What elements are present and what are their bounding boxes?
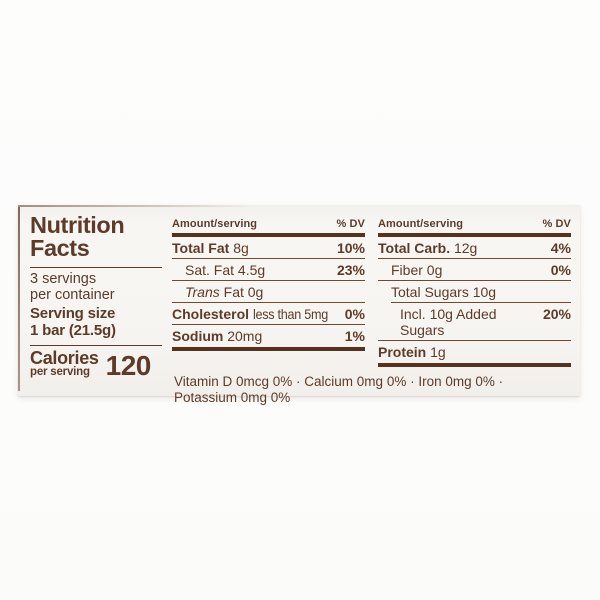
calories-value: 120: [105, 350, 152, 381]
divider: [30, 267, 162, 268]
nutrient-row-trans-fat: Trans Fat 0g: [172, 281, 365, 303]
nutrient-name: Total Fat: [172, 240, 230, 256]
nutrient-name: Sat. Fat: [185, 262, 235, 278]
servings-count: 3 servings: [30, 271, 97, 287]
amount-serving-header: Amount/serving: [378, 218, 464, 230]
label-summary-panel: Nutrition Facts 3 servings per container…: [30, 212, 162, 388]
nutrient-name: Total Carb.: [378, 240, 451, 256]
nutrient-row-total-carb: Total Carb. 12g 4%: [378, 237, 571, 259]
nutrient-amount: 8g: [233, 240, 249, 256]
nutrient-dv: 0%: [550, 262, 571, 278]
nutrient-name: Fiber: [391, 262, 423, 278]
column-header: Amount/serving % DV: [172, 217, 365, 237]
calories-block: Calories per serving 120: [30, 348, 162, 381]
amount-serving-header: Amount/serving: [172, 218, 258, 230]
nutrient-amount: less than 5mg: [252, 306, 328, 322]
nutrient-dv: 23%: [336, 262, 365, 278]
nutrition-facts-label: Nutrition Facts 3 servings per container…: [18, 205, 580, 405]
micronutrients-footer: Vitamin D 0mcg 0% · Calcium 0mg 0% · Iro…: [172, 374, 571, 405]
nutrient-dv: 10%: [336, 240, 365, 256]
nutrient-dv: 1%: [344, 328, 365, 344]
nutrient-column-carb-protein: Amount/serving % DV Total Carb. 12g 4% F…: [378, 217, 571, 367]
servings-per-container: 3 servings per container: [30, 271, 162, 303]
nutrient-dv: 0%: [344, 306, 365, 322]
nutrient-dv: 4%: [550, 240, 571, 256]
nutrient-row-total-sugars: Total Sugars 10g: [391, 281, 571, 303]
nutrient-row-added-sugars: Incl. 10g Added Sugars 20%: [378, 303, 571, 341]
serving-size-value: 1 bar (21.5g): [30, 321, 116, 339]
nutrient-row-fiber: Fiber 0g 0%: [378, 259, 571, 281]
label-title-line1: Nutrition: [30, 212, 125, 238]
nutrient-row-sodium: Sodium 20mg 1%: [172, 325, 365, 351]
nutrient-name: Total Sugars: [391, 284, 469, 300]
nutrient-dv: 20%: [542, 306, 571, 322]
percent-dv-header: % DV: [542, 218, 571, 230]
nutrient-row-protein: Protein 1g: [378, 341, 571, 367]
servings-unit: per container: [30, 286, 115, 303]
percent-dv-header: % DV: [336, 218, 365, 230]
calories-sublabel: per serving: [30, 366, 90, 378]
nutrient-name: Protein: [378, 344, 427, 360]
divider: [30, 345, 162, 346]
nutrient-row-cholesterol: Cholesterol less than 5mg 0%: [172, 303, 365, 325]
nutrient-name: Trans: [185, 284, 220, 300]
nutrient-amount: 4.5g: [237, 262, 266, 278]
nutrient-row-total-fat: Total Fat 8g 10%: [172, 237, 365, 259]
nutrient-amount: 10g: [472, 284, 497, 300]
label-title: Nutrition Facts: [30, 212, 162, 261]
nutrient-name: Incl. 10g Added Sugars: [400, 306, 497, 338]
nutrient-name: Cholesterol: [172, 306, 250, 322]
nutrient-amount: 1g: [430, 344, 446, 360]
nutrient-amount: 20mg: [227, 328, 263, 344]
nutrient-amount: 12g: [453, 240, 478, 256]
nutrient-columns: Amount/serving % DV Total Fat 8g 10% Sat…: [172, 214, 571, 405]
micronutrients-line2: Potassium 0mg 0%: [174, 389, 291, 405]
serving-size-label: Serving size: [30, 305, 116, 322]
column-header: Amount/serving % DV: [378, 217, 571, 237]
nutrient-row-sat-fat: Sat. Fat 4.5g 23%: [172, 259, 365, 281]
serving-size: Serving size 1 bar (21.5g): [30, 305, 162, 339]
micronutrients-line1: Vitamin D 0mcg 0% · Calcium 0mg 0% · Iro…: [174, 374, 504, 389]
calories-label: Calories: [30, 348, 99, 368]
nutrient-amount: Fat 0g: [223, 284, 264, 300]
label-title-line2: Facts: [30, 235, 90, 261]
nutrient-name: Sodium: [172, 328, 224, 344]
nutrient-column-fat-sodium: Amount/serving % DV Total Fat 8g 10% Sat…: [172, 217, 365, 367]
calories-labels: Calories per serving: [30, 348, 99, 378]
nutrient-amount: 0g: [426, 262, 443, 278]
